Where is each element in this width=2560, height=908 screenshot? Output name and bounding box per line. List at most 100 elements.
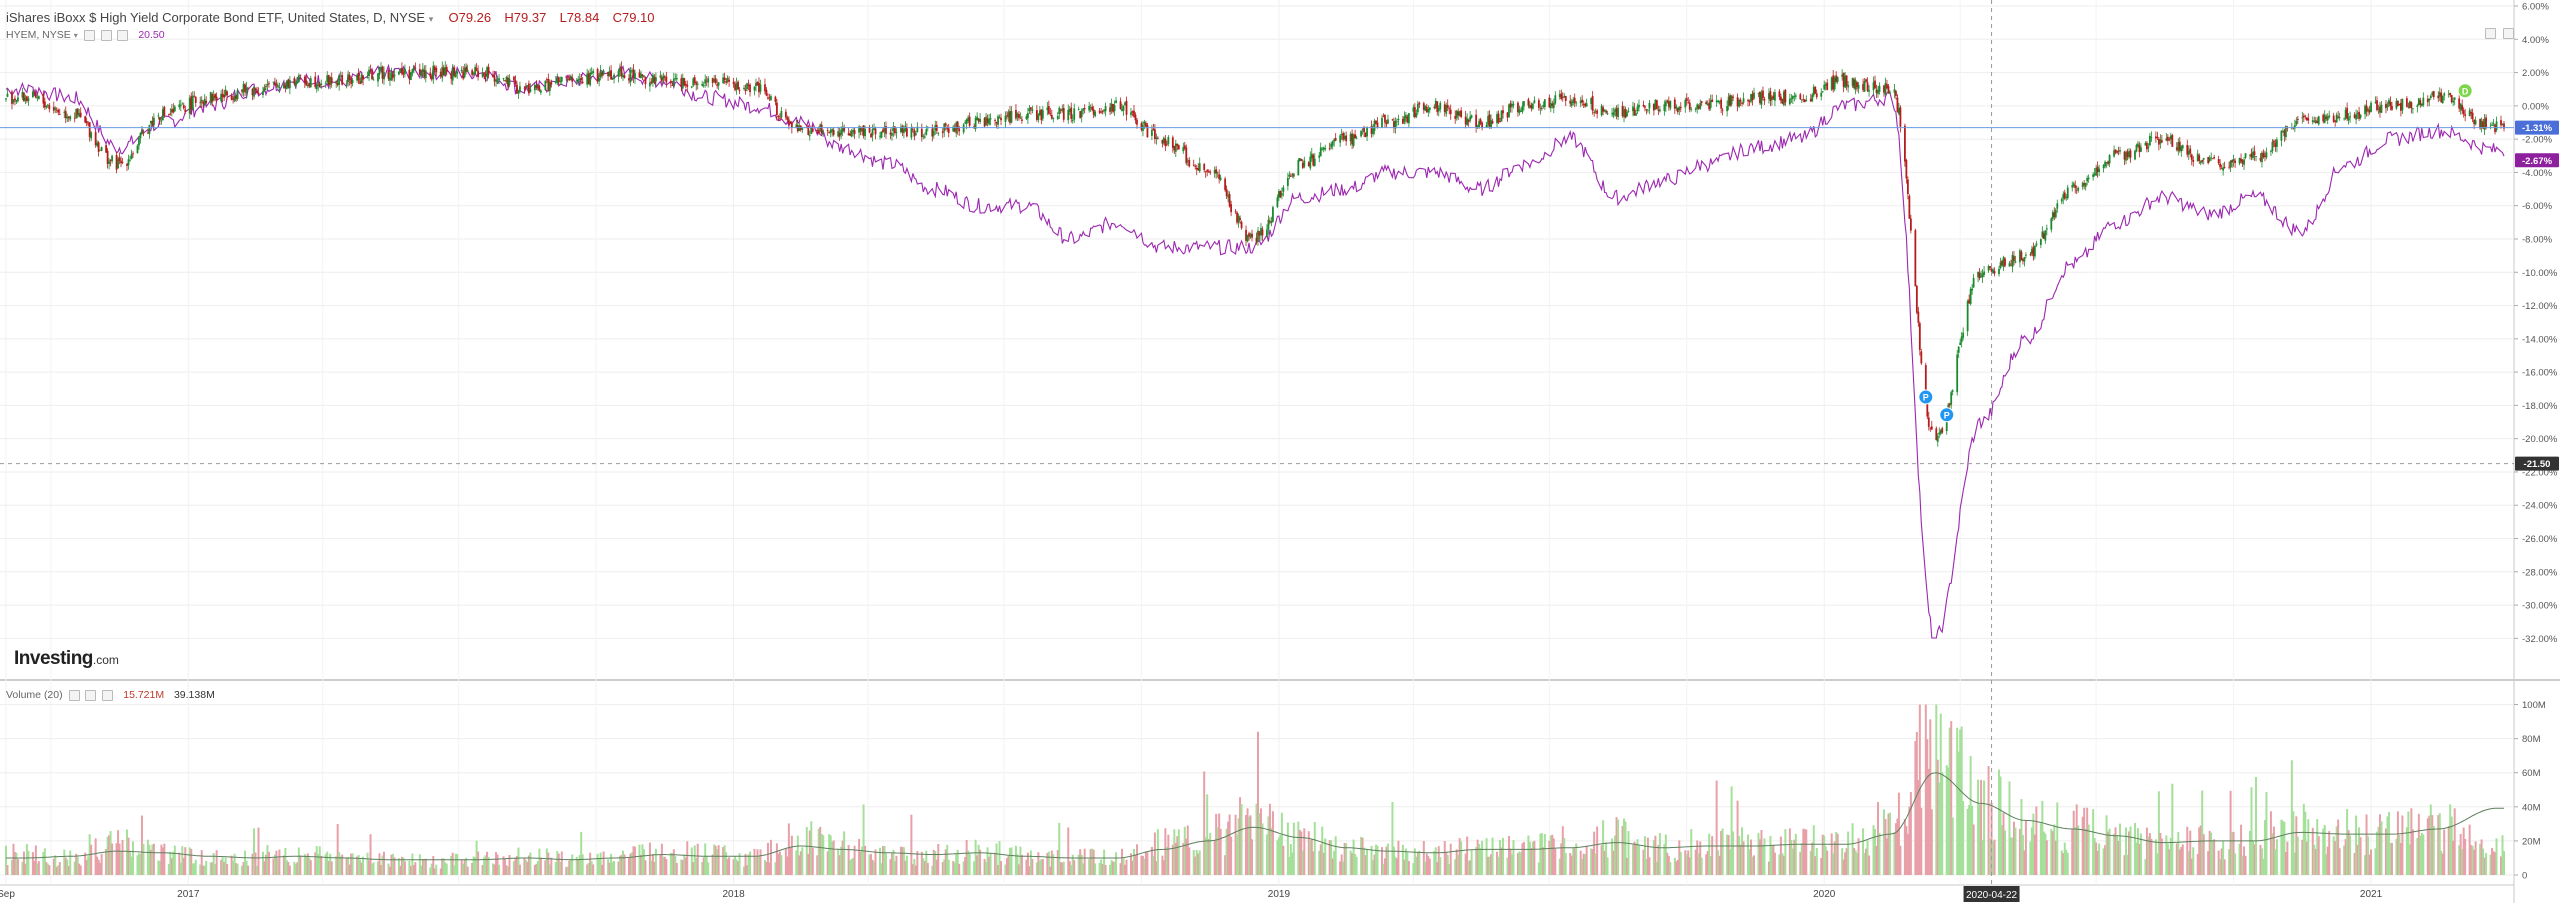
settings-icon[interactable] bbox=[100, 29, 112, 41]
volume-bar bbox=[2084, 828, 2087, 875]
candle-body bbox=[1464, 116, 1467, 125]
chevron-down-icon[interactable]: ▾ bbox=[428, 14, 434, 24]
price-axis[interactable]: 6.00%4.00%2.00%0.00%-2.00%-4.00%-6.00%-8… bbox=[2514, 2, 2558, 645]
candle-body bbox=[236, 90, 239, 99]
candle-body bbox=[1711, 99, 1714, 102]
volume-bar bbox=[1552, 838, 1555, 875]
maximize-pane-icon[interactable] bbox=[2485, 28, 2496, 40]
close-icon[interactable] bbox=[117, 29, 129, 41]
time-tick-label: 2021 bbox=[2360, 889, 2383, 900]
candle-body bbox=[105, 145, 107, 153]
candle-body bbox=[2501, 123, 2504, 125]
pane-buttons[interactable] bbox=[2482, 25, 2515, 43]
candle-body bbox=[1110, 103, 1113, 111]
volume-bar bbox=[408, 860, 411, 875]
volume-bar bbox=[566, 866, 569, 875]
volume-bar bbox=[435, 864, 438, 875]
candle-body bbox=[505, 77, 508, 83]
split-marker-icon[interactable] bbox=[1918, 389, 1934, 405]
volume-bar bbox=[1832, 853, 1835, 875]
time-axis[interactable]: Sep 2017 2018 2019 2020 2021 bbox=[0, 889, 2383, 900]
volume-bar bbox=[1715, 780, 1718, 875]
volume-legend[interactable]: Volume (20) 15.721M 39.138M bbox=[6, 689, 215, 701]
volume-bar bbox=[2192, 847, 2195, 875]
volume-bar bbox=[1491, 837, 1494, 875]
volume-bar bbox=[556, 851, 559, 875]
settings-icon[interactable] bbox=[85, 689, 97, 701]
candle-body bbox=[1748, 100, 1751, 102]
candle-body bbox=[2180, 146, 2183, 152]
candle-body bbox=[1134, 114, 1137, 121]
candle-body bbox=[746, 83, 748, 90]
candle-body bbox=[2074, 185, 2077, 189]
candle-body bbox=[2365, 105, 2368, 112]
compare-legend[interactable]: HYEM, NYSE ▾ 20.50 bbox=[6, 29, 165, 41]
candle-body bbox=[1490, 120, 1492, 128]
candle-body bbox=[977, 118, 980, 122]
candle-body bbox=[193, 95, 196, 97]
candle-body bbox=[2013, 256, 2015, 261]
volume-bar bbox=[2280, 819, 2283, 875]
volume-bar bbox=[339, 856, 342, 875]
candle-body bbox=[87, 123, 90, 125]
candle-body bbox=[931, 128, 934, 137]
candle-body bbox=[787, 119, 790, 124]
volume-bar bbox=[1530, 848, 1533, 875]
volume-bar bbox=[1382, 863, 1385, 875]
volume-bar bbox=[2482, 848, 2485, 875]
candle-body bbox=[1183, 145, 1186, 149]
candle-body bbox=[1960, 336, 1963, 343]
candle-body bbox=[962, 124, 965, 133]
candle-body bbox=[63, 111, 66, 113]
volume-bar bbox=[203, 865, 206, 875]
volume-bar bbox=[2401, 815, 2404, 875]
main-legend[interactable]: iShares iBoxx $ High Yield Corporate Bon… bbox=[6, 10, 655, 25]
candle-body bbox=[1751, 93, 1754, 101]
candle-body bbox=[2217, 159, 2220, 164]
candle-body bbox=[1077, 109, 1080, 110]
candle-body bbox=[1794, 95, 1797, 97]
candle-body bbox=[2386, 104, 2389, 107]
close-icon[interactable] bbox=[102, 689, 114, 701]
collapse-pane-icon[interactable] bbox=[2503, 28, 2515, 40]
chevron-down-icon[interactable]: ▾ bbox=[73, 31, 78, 40]
candle-body bbox=[158, 117, 161, 121]
candle-body bbox=[1394, 120, 1397, 129]
volume-bar bbox=[251, 853, 254, 875]
volume-bar bbox=[100, 854, 103, 875]
candle-body bbox=[816, 129, 819, 132]
candle-body bbox=[324, 82, 327, 84]
volume-bar bbox=[2269, 811, 2272, 875]
candle-body bbox=[441, 67, 444, 78]
volume-bar bbox=[1617, 819, 1620, 875]
volume-bar bbox=[671, 853, 674, 875]
volume-bar bbox=[329, 853, 332, 875]
volume-bar bbox=[1297, 821, 1300, 875]
volume-bar bbox=[1947, 767, 1950, 875]
candle-body bbox=[118, 157, 121, 161]
candle-body bbox=[257, 92, 260, 95]
candle-body bbox=[868, 126, 871, 133]
volume-bar bbox=[1234, 814, 1237, 875]
visibility-toggle-icon[interactable] bbox=[68, 689, 80, 701]
volume-bar bbox=[638, 844, 641, 875]
dividend-marker-icon[interactable] bbox=[2457, 83, 2473, 99]
candle-body bbox=[244, 84, 246, 92]
volume-bar bbox=[1071, 854, 1074, 875]
time-tick-label: 2018 bbox=[722, 889, 745, 900]
split-marker-icon[interactable] bbox=[1939, 407, 1955, 423]
volume-bar bbox=[306, 853, 309, 875]
volume-bar bbox=[181, 846, 184, 875]
volume-bar bbox=[1134, 854, 1137, 875]
candle-body bbox=[1857, 84, 1860, 89]
volume-bar bbox=[1228, 814, 1231, 875]
candle-body bbox=[1457, 111, 1460, 116]
volume-bar bbox=[2211, 840, 2214, 875]
candle-body bbox=[167, 113, 170, 115]
candle-body bbox=[2044, 230, 2047, 241]
candle-body bbox=[2166, 136, 2169, 141]
visibility-toggle-icon[interactable] bbox=[83, 29, 95, 41]
